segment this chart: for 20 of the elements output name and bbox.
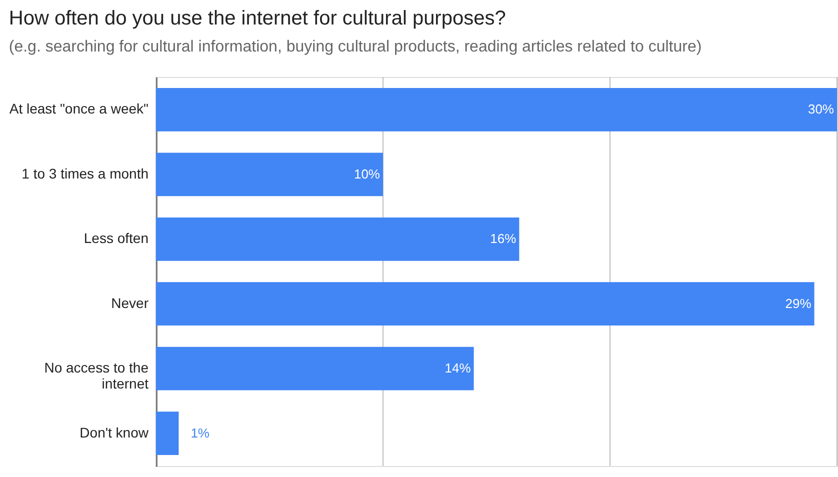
bar	[156, 88, 837, 132]
chart-title: How often do you use the internet for cultural purposes?	[8, 8, 506, 30]
y-tick-label: 1 to 3 times a month	[22, 165, 148, 182]
chart-subtitle: (e.g. searching for cultural information, buying cultural products, reading articles related to culture)	[8, 38, 702, 56]
data-label: 14%	[444, 360, 472, 376]
y-tick-label: Less often	[84, 230, 148, 246]
data-label: 16%	[490, 231, 517, 246]
bar	[156, 152, 383, 196]
data-label: 1%	[190, 425, 210, 440]
y-tick-label: No access to the internet	[44, 360, 149, 392]
data-label: 29%	[785, 296, 812, 311]
y-tick-label: Never	[111, 294, 149, 311]
y-tick-label: At least "once a week"	[9, 100, 149, 117]
bar	[156, 217, 520, 261]
y-tick-label: Don't know	[80, 424, 150, 440]
bar	[156, 346, 474, 390]
bar	[156, 282, 814, 326]
data-label: 10%	[354, 166, 380, 182]
bar	[156, 412, 179, 455]
data-label: 30%	[808, 102, 834, 117]
